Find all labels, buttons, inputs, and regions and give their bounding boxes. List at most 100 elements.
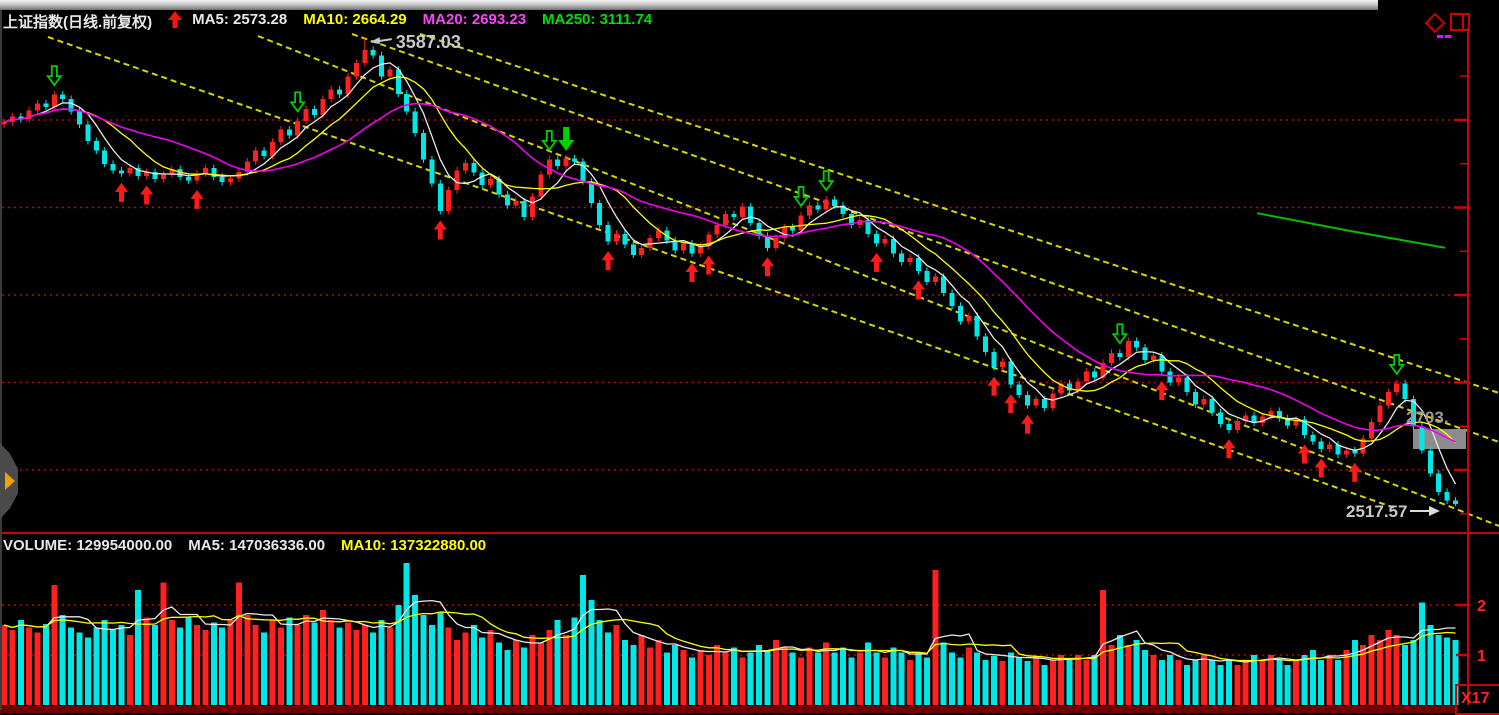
candle (1377, 405, 1383, 422)
buy-signal-arrow (1155, 381, 1169, 401)
candle (454, 170, 460, 190)
volume-pane-header: VOLUME: 129954000.00 MA5: 147036336.00 M… (3, 537, 486, 554)
volume-bar (1293, 660, 1300, 705)
volume-bar (1108, 645, 1115, 705)
candle (999, 361, 1005, 368)
volume-bar (1049, 660, 1056, 705)
volume-bar (974, 652, 981, 705)
volume-bar (1452, 640, 1459, 705)
volume-bar (537, 642, 544, 705)
candle (18, 116, 24, 120)
volume-bar (1209, 660, 1216, 705)
volume-bar (840, 647, 846, 705)
volume-bar (588, 600, 595, 705)
price-ma20-line (3, 102, 1456, 443)
magenta-dash-1 (1437, 35, 1443, 38)
candle (1025, 394, 1031, 406)
price-ma10-line (3, 76, 1456, 444)
sell-signal-arrow (541, 129, 558, 152)
volume-bar (1343, 650, 1350, 705)
candle (186, 176, 192, 181)
candle (588, 181, 594, 204)
ma250-legend: MA250: 3111.74 (542, 11, 653, 28)
volume-bar (940, 642, 947, 705)
volume-bar (655, 640, 662, 705)
candle (395, 69, 401, 94)
candle (848, 214, 854, 225)
candle (1125, 340, 1131, 358)
volume-bar (1200, 655, 1207, 705)
volume-bar (361, 625, 368, 705)
candle (337, 89, 343, 95)
candle (295, 120, 301, 136)
candle (102, 150, 108, 164)
candle (1218, 412, 1224, 425)
candle (1394, 383, 1400, 393)
candle (1033, 399, 1039, 406)
trend-channel-line[interactable] (419, 33, 1499, 394)
buy-signal-arrow (685, 262, 699, 282)
volume-bar (1242, 660, 1249, 705)
volume-bar (277, 627, 284, 705)
instrument-title: 上证指数(日线.前复权) (3, 14, 153, 31)
volume-bar (1284, 665, 1291, 705)
candle (572, 158, 578, 162)
trend-channel-line[interactable] (47, 36, 1396, 509)
expand-panel-handle[interactable] (0, 443, 18, 519)
volume-bar (454, 640, 461, 705)
candle (1243, 415, 1249, 421)
volume-bar (244, 615, 251, 705)
candle (362, 50, 368, 64)
volume-bar (110, 630, 117, 705)
trend-channel-line[interactable] (351, 33, 1499, 443)
volume-bar (445, 627, 452, 705)
candle (387, 69, 393, 77)
candle (1058, 383, 1064, 394)
volume-bar (688, 657, 695, 705)
candle (1092, 371, 1098, 378)
candle (924, 270, 930, 282)
volume-bar (1385, 630, 1392, 705)
candle (194, 173, 200, 181)
candle (773, 238, 779, 248)
window-tool-icon[interactable] (1450, 13, 1470, 31)
volume-bar (1032, 657, 1039, 705)
ma20-legend: MA20: 2693.23 (422, 11, 527, 28)
volume-ma5-line (3, 599, 1456, 663)
volume-bar (17, 620, 24, 705)
candle (521, 200, 527, 218)
candle (320, 99, 326, 115)
volume-bar (621, 640, 628, 705)
candle (806, 205, 812, 216)
sell-signal-arrow (792, 185, 810, 208)
volume-bar (504, 650, 511, 705)
volume-bar (403, 563, 410, 705)
trend-channel-line[interactable] (257, 35, 1499, 527)
candle (43, 103, 49, 107)
candle (916, 257, 922, 271)
candle (1343, 450, 1349, 455)
volume-bar (705, 655, 712, 705)
candle (1310, 435, 1316, 442)
buy-signal-arrow (1314, 458, 1328, 478)
volume-baseline-band (0, 706, 1455, 713)
candle (1318, 441, 1324, 449)
volume-bar (1183, 665, 1190, 705)
candle (941, 276, 947, 293)
candle (412, 111, 418, 134)
diamond-tool-icon[interactable] (1424, 12, 1446, 34)
candle (421, 133, 426, 160)
volume-bar (1427, 625, 1434, 705)
volume-bar (512, 640, 519, 705)
volume-bar (1225, 660, 1232, 705)
buy-signal-arrow (870, 252, 884, 272)
volume-bar (1125, 645, 1132, 705)
candle (160, 174, 166, 180)
volume-bar (135, 590, 142, 705)
candle (555, 159, 561, 166)
latest-price-tag: 2703. (1406, 408, 1449, 427)
volume-bar (118, 625, 125, 705)
volume-bar (261, 632, 268, 705)
candle (764, 235, 770, 248)
